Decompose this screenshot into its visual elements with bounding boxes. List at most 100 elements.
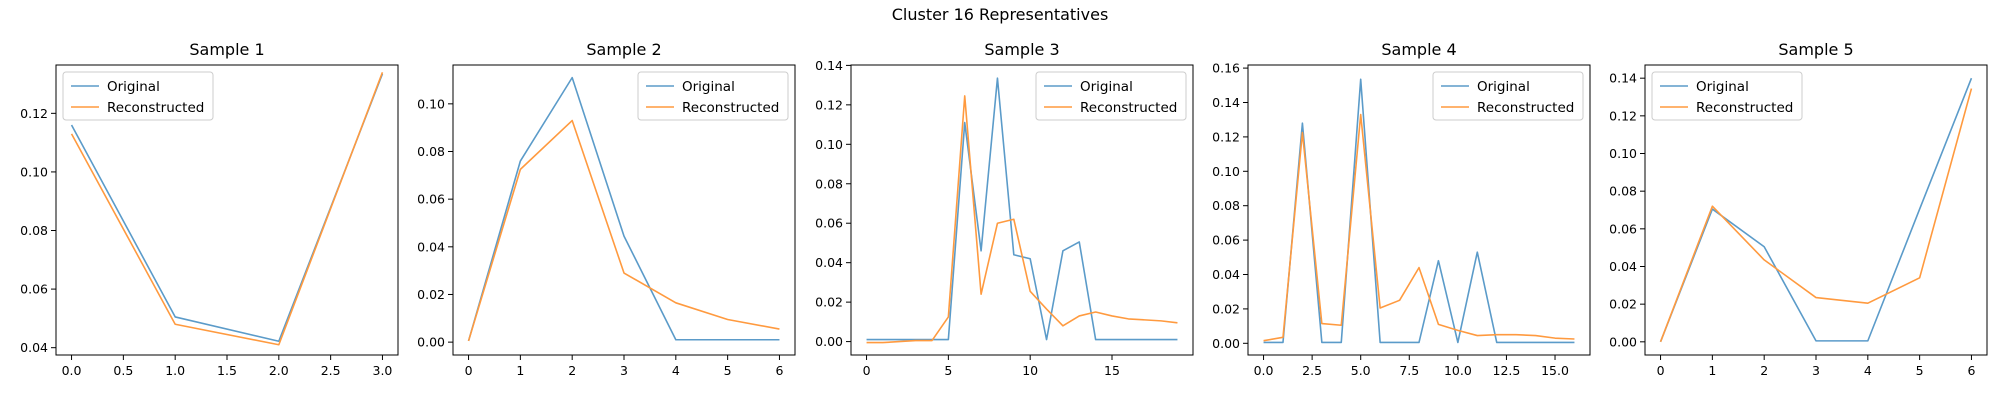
x-tick-label: 2.0 bbox=[269, 363, 289, 378]
y-tick-label: 0.04 bbox=[1609, 259, 1637, 274]
panel-1: Sample 1 0.0 0.5 1.0 1.5 2.0 2.5 3.0 0.04 0.06 0.0… bbox=[20, 40, 399, 378]
y-tick-label: 0.08 bbox=[1609, 184, 1637, 199]
series-line-reconstructed bbox=[866, 95, 1178, 344]
x-tick-label: 3 bbox=[1812, 363, 1820, 378]
series-line-reconstructed bbox=[70, 72, 384, 346]
legend-label: Reconstructed bbox=[107, 100, 204, 116]
legend-label: Original bbox=[1696, 79, 1749, 95]
series-line-original bbox=[467, 76, 780, 342]
x-tick-label: 15.0 bbox=[1541, 363, 1569, 378]
y-tick-label: 0.04 bbox=[815, 255, 843, 270]
legend-box bbox=[1651, 71, 1803, 121]
x-tick-label: 1 bbox=[516, 363, 524, 378]
x-tick-label: 0.0 bbox=[62, 363, 82, 378]
x-tick-label: 5.0 bbox=[1351, 363, 1371, 378]
y-tick-label: 0.16 bbox=[1212, 61, 1240, 76]
panel-title: Sample 3 bbox=[984, 40, 1059, 59]
legend-label: Original bbox=[1477, 79, 1530, 95]
legend: Original Reconstructed bbox=[1035, 71, 1187, 121]
panel-title: Sample 5 bbox=[1778, 40, 1853, 59]
x-tick-label: 5 bbox=[724, 363, 732, 378]
y-tick-label: 0.02 bbox=[815, 295, 843, 310]
x-tick-label: 10.0 bbox=[1444, 363, 1472, 378]
x-tick-label: 1.5 bbox=[217, 363, 237, 378]
legend-box bbox=[637, 71, 789, 121]
series-line-reconstructed bbox=[1263, 113, 1575, 342]
axes-frame bbox=[1247, 64, 1591, 356]
legend-label: Reconstructed bbox=[1080, 100, 1177, 116]
x-tick-label: 4 bbox=[1864, 363, 1872, 378]
y-tick-label: 0.06 bbox=[20, 282, 48, 297]
x-tick-label: 2 bbox=[1760, 363, 1768, 378]
y-tick-label: 0.04 bbox=[417, 239, 445, 254]
figure-title: Cluster 16 Representatives bbox=[892, 5, 1109, 24]
legend-box bbox=[62, 71, 214, 121]
x-tick-label: 1 bbox=[1708, 363, 1716, 378]
x-tick-label: 0 bbox=[1657, 363, 1665, 378]
y-tick-label: 0.00 bbox=[417, 335, 445, 350]
x-tick-label: 2 bbox=[568, 363, 576, 378]
series-line-reconstructed bbox=[467, 119, 780, 342]
x-tick-label: 0 bbox=[465, 363, 473, 378]
y-tick-label: 0.02 bbox=[1212, 301, 1240, 316]
axes-frame bbox=[850, 64, 1194, 356]
y-tick-label: 0.02 bbox=[417, 287, 445, 302]
y-tick-label: 0.10 bbox=[20, 164, 48, 179]
y-tick-label: 0.04 bbox=[20, 340, 48, 355]
y-tick-label: 0.08 bbox=[1212, 198, 1240, 213]
y-tick-label: 0.06 bbox=[1212, 233, 1240, 248]
y-tick-label: 0.14 bbox=[1609, 71, 1637, 86]
x-tick-label: 0.0 bbox=[1254, 363, 1274, 378]
y-tick-label: 0.10 bbox=[1212, 164, 1240, 179]
panel-2: Sample 2 0 1 2 3 4 5 6 0.00 0.02 0.04 0.06 0.08 0.10 O… bbox=[417, 40, 796, 378]
x-tick-label: 5 bbox=[944, 363, 952, 378]
x-tick-label: 12.5 bbox=[1493, 363, 1521, 378]
y-tick-label: 0.12 bbox=[815, 97, 843, 112]
panel-title: Sample 2 bbox=[586, 40, 661, 59]
series-line-original bbox=[1659, 77, 1973, 343]
y-tick-label: 0.14 bbox=[1212, 95, 1240, 110]
series-line-original bbox=[1263, 78, 1575, 344]
y-tick-label: 0.06 bbox=[1609, 221, 1637, 236]
legend: Original Reconstructed bbox=[1651, 71, 1803, 121]
y-tick-label: 0.08 bbox=[20, 223, 48, 238]
x-tick-label: 0.5 bbox=[113, 363, 133, 378]
legend: Original Reconstructed bbox=[62, 71, 214, 121]
legend-box bbox=[1432, 71, 1584, 121]
y-tick-label: 0.02 bbox=[1609, 297, 1637, 312]
legend-label: Reconstructed bbox=[1696, 100, 1793, 116]
y-tick-label: 0.04 bbox=[1212, 267, 1240, 282]
x-tick-label: 3.0 bbox=[373, 363, 393, 378]
legend-label: Original bbox=[682, 79, 735, 95]
x-tick-label: 5 bbox=[1916, 363, 1924, 378]
y-tick-label: 0.00 bbox=[815, 334, 843, 349]
x-tick-label: 3 bbox=[620, 363, 628, 378]
legend-label: Original bbox=[1080, 79, 1133, 95]
x-tick-label: 0 bbox=[863, 363, 871, 378]
x-tick-label: 2.5 bbox=[1302, 363, 1322, 378]
y-tick-label: 0.10 bbox=[1609, 146, 1637, 161]
x-tick-label: 7.5 bbox=[1399, 363, 1419, 378]
x-tick-label: 15 bbox=[1104, 363, 1120, 378]
panel-title: Sample 4 bbox=[1381, 40, 1456, 59]
y-tick-label: 0.06 bbox=[417, 192, 445, 207]
legend-box bbox=[1035, 71, 1187, 121]
y-tick-label: 0.08 bbox=[815, 176, 843, 191]
legend-label: Reconstructed bbox=[682, 100, 779, 116]
legend-label: Original bbox=[107, 79, 160, 95]
panel-title: Sample 1 bbox=[189, 40, 264, 59]
y-tick-label: 0.12 bbox=[1609, 108, 1637, 123]
legend: Original Reconstructed bbox=[637, 71, 789, 121]
x-tick-label: 4 bbox=[672, 363, 680, 378]
panel-5: Sample 5 0 1 2 3 4 5 6 0.00 0.02 0.04 0.06 0.08 0.10 0… bbox=[1609, 40, 1988, 378]
legend: Original Reconstructed bbox=[1432, 71, 1584, 121]
y-tick-label: 0.14 bbox=[815, 58, 843, 73]
y-tick-label: 0.00 bbox=[1609, 334, 1637, 349]
x-tick-label: 2.5 bbox=[321, 363, 341, 378]
x-tick-label: 10 bbox=[1022, 363, 1038, 378]
panel-3: Sample 3 0 5 10 15 0.00 0.02 0.04 0.06 0.08 0.10 0.… bbox=[815, 40, 1194, 378]
x-tick-label: 6 bbox=[1967, 363, 1975, 378]
y-tick-label: 0.10 bbox=[815, 137, 843, 152]
